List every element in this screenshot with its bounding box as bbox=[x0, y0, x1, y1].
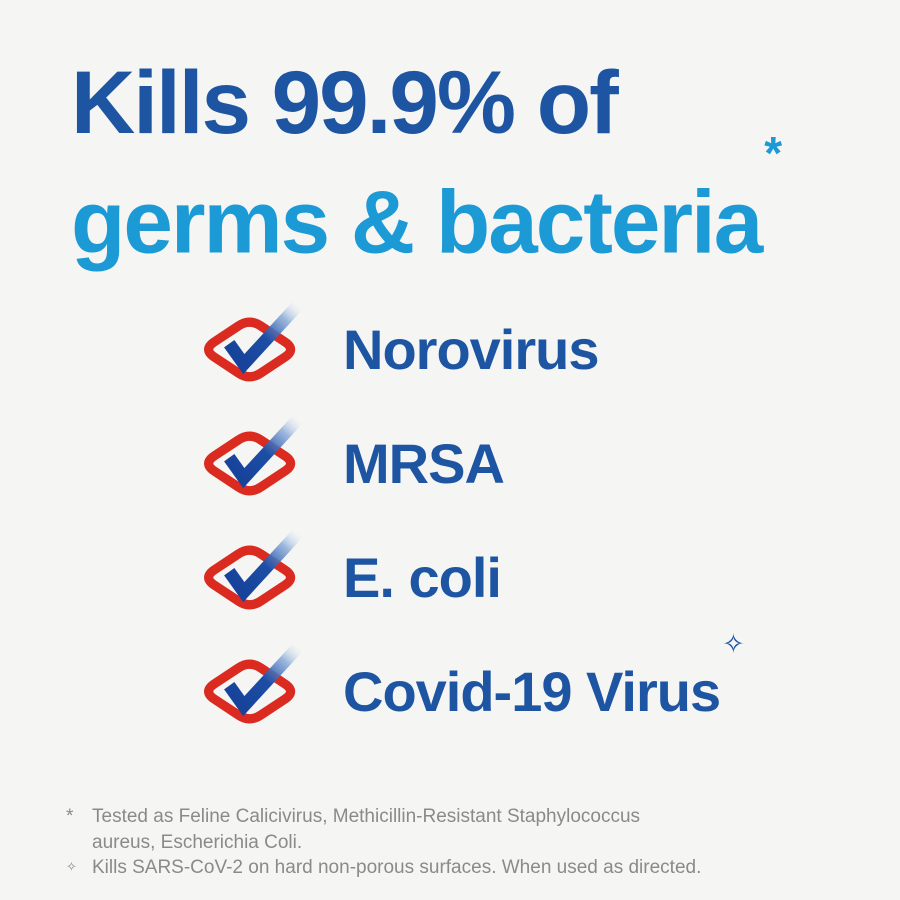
claim-text: Norovirus bbox=[343, 317, 599, 381]
check-badge-icon bbox=[197, 527, 310, 628]
check-badge-icon bbox=[197, 299, 310, 400]
footnote-tested-as: * Tested as Feline Calicivirus, Methicil… bbox=[66, 804, 701, 855]
claim-item-covid19: Covid-19 Virus✧ bbox=[197, 629, 745, 748]
footnote-text: Tested as Feline Calicivirus, Methicilli… bbox=[92, 804, 701, 855]
claim-text: Covid-19 Virus bbox=[343, 659, 721, 723]
claim-text: E. coli bbox=[343, 545, 502, 609]
headline-line2-text: germs & bacteria bbox=[71, 171, 763, 272]
footnote-line: Kills SARS-CoV-2 on hard non-porous surf… bbox=[92, 857, 702, 878]
claim-item-ecoli: E. coli bbox=[197, 520, 745, 634]
claims-list: Norovirus MRSA E. coli bbox=[197, 292, 745, 748]
sparkle-footnote-marker-icon: ✧ bbox=[722, 628, 745, 660]
headline-line2: germs & bacteria* bbox=[71, 127, 782, 274]
claim-label: Covid-19 Virus✧ bbox=[343, 629, 745, 724]
claim-item-mrsa: MRSA bbox=[197, 406, 745, 520]
asterisk-marker-icon: * bbox=[66, 806, 74, 827]
check-badge-icon bbox=[197, 641, 310, 742]
claim-item-norovirus: Norovirus bbox=[197, 292, 745, 406]
footnote-text: Kills SARS-CoV-2 on hard non-porous surf… bbox=[92, 855, 701, 881]
sparkle-marker-icon: ✧ bbox=[66, 860, 77, 875]
claim-label: MRSA bbox=[343, 431, 506, 496]
check-badge-icon bbox=[197, 413, 310, 514]
footnote-line: aureus, Escherichia Coli. bbox=[92, 831, 303, 853]
headline-line1: Kills 99.9% of bbox=[71, 52, 619, 152]
claim-label: Norovirus bbox=[343, 317, 601, 382]
footnote-sars-cov-2: ✧ Kills SARS-CoV-2 on hard non-porous su… bbox=[66, 855, 701, 881]
claim-text: MRSA bbox=[343, 431, 505, 495]
footnotes: * Tested as Feline Calicivirus, Methicil… bbox=[66, 804, 701, 881]
asterisk-footnote-marker-icon: * bbox=[764, 127, 783, 179]
claim-label: E. coli bbox=[343, 545, 503, 610]
footnote-line: Tested as Feline Calicivirus, Methicilli… bbox=[92, 806, 641, 827]
headline: Kills 99.9% of germs & bacteria* bbox=[71, 50, 782, 274]
